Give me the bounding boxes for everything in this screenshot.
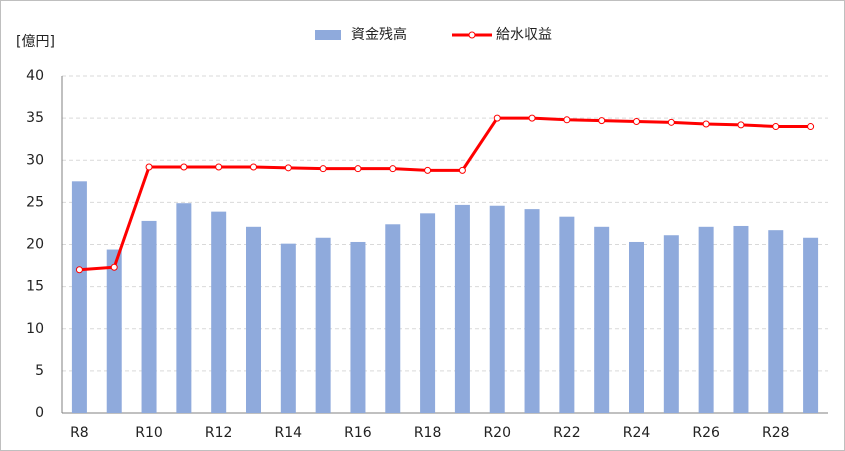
x-tick-label: R14 <box>275 425 303 441</box>
legend-label: 給水収益 <box>496 27 552 43</box>
line-marker <box>215 163 223 171</box>
bar <box>176 203 192 413</box>
bar <box>211 211 227 413</box>
x-tick-label: R12 <box>205 425 233 441</box>
bar <box>768 230 784 413</box>
y-tick-label: 5 <box>35 363 44 379</box>
line <box>79 116 811 272</box>
y-tick-label: 25 <box>26 194 44 210</box>
line-marker <box>354 165 362 173</box>
legend-marker <box>468 31 476 39</box>
bar <box>141 220 157 413</box>
line-marker <box>389 165 397 173</box>
x-tick-label: R26 <box>692 425 720 441</box>
line-marker <box>563 116 571 124</box>
bar <box>733 225 749 413</box>
line-marker <box>807 123 815 131</box>
x-tick-label: R16 <box>344 425 372 441</box>
bar <box>663 235 679 413</box>
x-tick-label: R24 <box>623 425 651 441</box>
line-marker <box>319 165 327 173</box>
line-marker <box>75 266 83 274</box>
y-tick-label: 15 <box>26 279 44 295</box>
line-marker <box>145 163 153 171</box>
line-marker <box>493 114 501 122</box>
bar <box>106 249 122 413</box>
bar <box>698 226 714 413</box>
line-marker <box>737 121 745 129</box>
bar <box>594 226 610 413</box>
x-tick-label: R18 <box>414 425 442 441</box>
line-marker <box>772 123 780 131</box>
line-marker <box>528 114 536 122</box>
bar <box>489 205 505 413</box>
y-tick-label: 10 <box>26 321 44 337</box>
y-tick-label: 30 <box>26 152 44 168</box>
line-marker <box>180 163 188 171</box>
bar <box>385 224 401 413</box>
line-marker <box>424 166 432 174</box>
line-marker <box>633 117 640 125</box>
bar <box>803 237 819 413</box>
x-tick-label: R10 <box>135 425 163 441</box>
line-marker <box>284 164 292 172</box>
x-tick-label: R8 <box>70 425 89 441</box>
x-tick-label: R28 <box>762 425 790 441</box>
line-marker <box>598 117 606 125</box>
y-axis-label: [億円] <box>16 34 55 50</box>
y-tick-label: 0 <box>35 405 44 421</box>
y-tick-label: 35 <box>26 110 44 126</box>
y-tick-label: 20 <box>26 237 44 253</box>
line-marker <box>250 163 257 171</box>
line-marker <box>110 263 118 271</box>
line-marker <box>667 118 675 126</box>
bar <box>350 241 366 413</box>
legend-label: 資金残高 <box>351 26 407 43</box>
line-marker <box>702 120 710 128</box>
bar <box>524 209 540 413</box>
y-tick-label: 40 <box>26 68 44 84</box>
line-marker <box>458 166 466 174</box>
bar <box>629 241 644 413</box>
bar <box>280 243 296 413</box>
bar <box>420 213 436 413</box>
legend-swatch <box>315 30 341 40</box>
bar <box>246 226 261 413</box>
bar <box>559 216 575 413</box>
bar <box>454 204 470 413</box>
x-tick-label: R20 <box>483 425 511 441</box>
x-tick-label: R22 <box>553 425 581 441</box>
bar <box>315 237 331 413</box>
bar <box>71 181 87 413</box>
